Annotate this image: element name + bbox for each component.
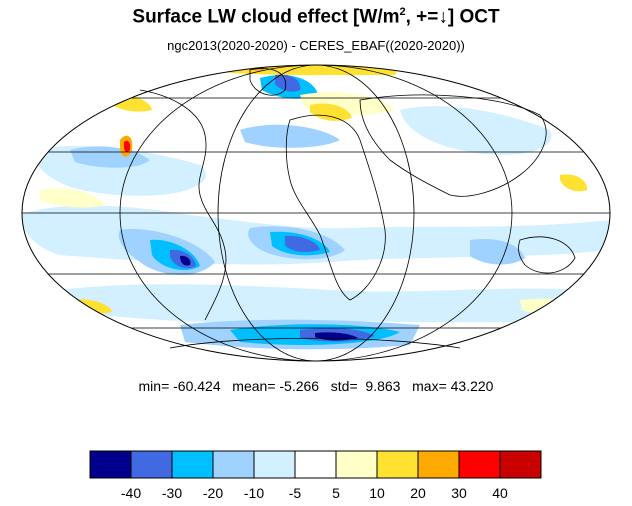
field-patch-lightblue — [60, 284, 580, 323]
colorbar-swatch — [130, 450, 173, 479]
colorbar-tick-label: -30 — [162, 485, 182, 501]
field-patch-mediumblue — [470, 239, 525, 265]
colorbar-tick-label: 5 — [332, 485, 340, 501]
colorbar-swatch — [376, 450, 419, 479]
field-patch-lightyellow — [40, 188, 105, 208]
colorbar-tick-label: -5 — [289, 485, 302, 501]
std-label: std= — [330, 378, 358, 394]
colorbar-swatch — [335, 450, 378, 479]
colorbar-swatch — [89, 450, 132, 479]
globe-outline — [21, 64, 611, 362]
field-patch-royalblue — [275, 74, 301, 92]
mean-value: -5.266 — [279, 378, 320, 394]
meridian-line — [217, 65, 415, 361]
meridian-line — [119, 65, 513, 361]
coastline-greenland — [249, 68, 287, 96]
colorbar-tick-label: 40 — [492, 485, 508, 501]
colorbar-tick-label: 20 — [410, 485, 426, 501]
coastline-europe-africa — [285, 114, 386, 301]
colorbar-tick-label: 10 — [369, 485, 385, 501]
coastline-americas — [139, 89, 227, 321]
field-patch-darkblue — [180, 255, 191, 266]
colorbar-swatch — [253, 450, 296, 479]
coastline-asia — [359, 94, 547, 197]
title-superscript: 2 — [399, 6, 406, 18]
colorbar-tick-label: 30 — [451, 485, 467, 501]
coastline-australia — [518, 236, 576, 274]
field-patch-lightblue — [400, 106, 552, 155]
field-patch-yellow — [310, 103, 352, 121]
colorbar-swatch — [294, 450, 337, 479]
colorbar-swatch — [499, 450, 542, 479]
colorbar-tick-label: -20 — [203, 485, 223, 501]
max-label: max= — [412, 378, 447, 394]
title-suffix: , +=↓] OCT — [405, 6, 500, 28]
min-value: -60.424 — [173, 378, 221, 394]
coastline-antarctica — [169, 337, 461, 349]
title-prefix: Surface LW cloud effect [W/m — [132, 6, 400, 28]
field-patch-yellow — [560, 174, 588, 192]
colorbar-tick-label: -10 — [244, 485, 264, 501]
mollweide-map — [21, 64, 611, 362]
colorbar-swatch — [212, 450, 255, 479]
chart-subtitle: ngc2013(2020-2020) - CERES_EBAF((2020-20… — [167, 38, 465, 53]
colorbar-swatch — [417, 450, 460, 479]
colorbar-swatch — [171, 450, 214, 479]
field-patch-mediumblue — [240, 124, 340, 148]
colorbar-swatch — [458, 450, 501, 479]
field-layer — [22, 65, 610, 361]
chart-title: Surface LW cloud effect [W/m2, +=↓] OCT — [0, 6, 632, 28]
max-value: 43.220 — [450, 378, 494, 394]
mean-label: mean= — [232, 378, 276, 394]
min-label: min= — [138, 378, 170, 394]
field-patch-yellow — [215, 65, 400, 76]
coastlines — [139, 68, 576, 349]
colorbar-tick-label: -40 — [121, 485, 141, 501]
stats-line: min= -60.424 mean= -5.266 std= 9.863 max… — [0, 378, 632, 394]
field-patch-royalblue — [285, 235, 320, 253]
field-patch-red — [124, 140, 131, 153]
std-value: 9.863 — [365, 378, 401, 394]
